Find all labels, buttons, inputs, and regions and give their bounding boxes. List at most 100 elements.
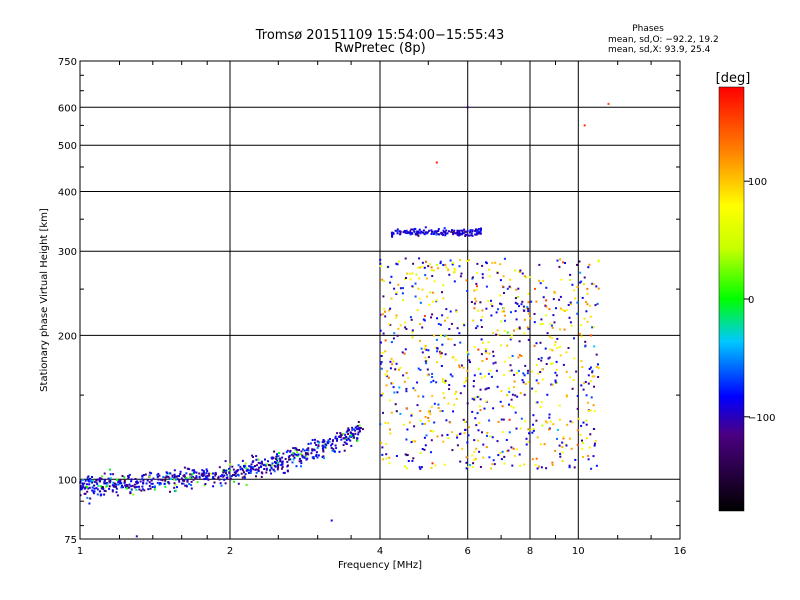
data-point [488,456,491,459]
data-point [565,444,568,447]
data-point [206,470,209,473]
data-point [435,338,438,341]
data-point [410,318,413,321]
data-point [519,271,521,273]
data-point [252,456,254,458]
data-point [385,384,388,387]
data-point [456,327,459,330]
data-point [505,439,508,441]
data-point [243,475,246,478]
data-point [379,262,382,265]
data-point [246,469,249,472]
data-point [173,478,176,481]
data-point [249,468,252,471]
data-point [552,298,555,301]
data-point [442,380,444,383]
data-point [466,233,469,236]
data-point [281,456,284,459]
data-point [419,467,422,470]
data-point [551,461,554,464]
data-point [516,448,518,451]
data-point [249,470,252,473]
data-point [436,435,439,438]
data-point [421,261,424,264]
data-point [398,386,401,389]
data-point [223,474,226,477]
data-point [167,475,170,478]
data-point [500,303,503,306]
data-point [183,466,186,469]
data-point [533,344,536,347]
data-point [496,329,499,332]
data-point [147,488,150,491]
data-point [500,344,503,347]
data-point [432,233,435,235]
data-point [358,428,361,431]
data-point [534,390,537,393]
data-point [431,372,434,375]
data-point [484,388,487,391]
data-point [466,260,469,262]
data-point [452,410,455,413]
data-point [243,477,246,480]
data-point [443,463,446,466]
data-point [558,418,561,421]
data-point [87,479,90,482]
data-point [203,484,206,487]
data-point [336,437,339,440]
data-point [589,366,592,369]
data-point [509,278,512,281]
data-point [174,483,177,486]
data-point [462,366,465,369]
data-point [132,493,135,496]
data-point [443,227,446,230]
data-point [426,368,429,371]
data-point [381,278,384,281]
data-point [586,401,589,404]
data-point [501,450,504,453]
data-point [384,339,387,342]
data-point [548,416,551,419]
data-point [526,372,529,375]
data-point [539,406,542,408]
data-point [563,328,566,331]
data-point [488,352,491,355]
data-point [553,321,556,324]
data-point [395,293,398,295]
data-point [441,314,444,317]
data-point [468,359,471,362]
data-point [336,432,339,435]
data-point [583,317,586,320]
data-point [448,388,451,391]
data-point [211,477,214,480]
data-point [129,492,132,495]
data-point [524,420,527,423]
data-point [488,275,491,278]
data-point [478,450,481,453]
data-point [127,475,130,477]
data-point [293,456,296,459]
data-point [398,368,400,371]
data-point [176,478,179,481]
data-point [425,277,428,280]
data-point [139,480,142,483]
data-point [569,279,572,281]
data-point [433,280,436,283]
data-point [93,484,96,487]
data-point [582,421,585,424]
data-point [112,484,115,487]
data-point [116,478,119,481]
data-point [265,468,268,471]
data-point [252,460,255,463]
data-point [148,481,151,484]
data-point [466,402,469,405]
data-point [522,305,525,308]
data-point [434,346,437,349]
data-point [508,403,510,406]
data-point [173,473,176,476]
data-point [385,443,388,446]
data-point [473,398,476,401]
data-point [394,403,397,406]
data-point [108,487,111,490]
